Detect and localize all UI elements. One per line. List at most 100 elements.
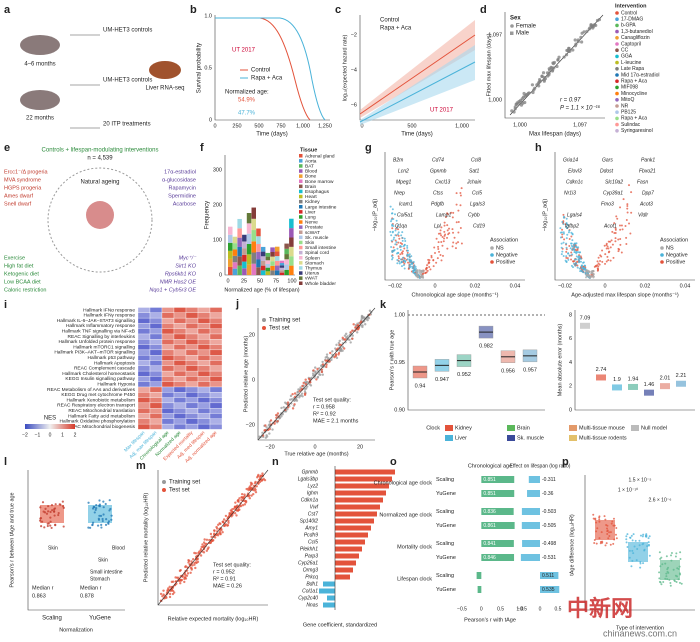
scatter-dot [40,525,43,528]
scatter-dot [659,557,662,560]
legend-dot [615,17,619,22]
coef-bar [323,602,335,608]
label: Test set quality: [213,562,251,568]
label: Rps6kb1 KO [165,271,197,277]
scatter-dot [397,241,400,244]
heat-cell [185,323,199,329]
label: L-leucine [621,60,642,66]
scatter-dot [626,545,629,548]
scatter-dot [572,260,575,263]
scatter-dot [298,396,301,399]
scatter-dot [613,538,616,541]
scatter-dot [407,261,410,264]
heat-cell [137,397,151,404]
scatter-dot [619,228,622,231]
scatter-dot [248,485,252,488]
scatter-dot [105,518,108,521]
scatter-dot [596,267,599,270]
box [40,505,64,523]
label: 1,000 [455,123,469,129]
scatter-dot [337,353,340,356]
scatter-dot [210,535,213,539]
panel-letter: c [335,4,341,16]
scatter-dot [605,260,608,263]
scatter-dot [201,543,204,546]
scatter-dot [293,403,296,406]
scatter-dot [626,204,629,207]
scatter-dot [108,499,111,502]
scatter-dot [109,507,112,511]
hist-segment [289,228,294,238]
label: Blood [112,545,125,551]
label: Sp140l2 [300,518,319,524]
label: 0.04 [680,283,691,289]
label: NES [44,416,56,422]
heat-cell [209,307,223,313]
scatter-dot [457,209,460,212]
scatter-dot [443,237,446,240]
scatter-dot [187,561,190,564]
heat-cell [149,402,163,409]
legend-dot [615,79,619,83]
scatter-dot [632,552,635,555]
scatter-dot [324,356,327,359]
legend-dot [162,480,166,484]
label: Female [516,24,537,30]
scatter-dot [391,256,394,259]
panel-letter: i [4,299,7,311]
heat-cell [137,307,151,313]
scatter-dot [631,559,634,562]
heat-cell [197,312,211,319]
box [88,505,112,523]
scatter-dot [580,40,584,44]
label: Chronological age clock [374,480,433,486]
scatter-dot [428,266,431,269]
label: Sirt1 KO [175,263,197,269]
heat-cell [185,376,199,382]
label: Acot1 [603,223,617,229]
label: Intervention [615,3,647,9]
coef-bar [335,574,350,580]
label: Esophagus [305,189,330,195]
scatter-dot [596,260,599,263]
label: Bdh1 [306,581,318,587]
scatter-dot [341,345,345,349]
scatter-dot [208,538,211,542]
scatter-dot [648,554,651,557]
heat-cell [149,307,163,313]
scatter-dot [531,90,535,95]
scatter-dot [234,501,237,504]
scatter-dot [397,257,400,260]
heat-cell [161,360,175,366]
scatter-dot [335,356,339,360]
scatter-dot [614,232,617,235]
hist-segment [265,267,271,272]
label: vWAT [305,276,318,282]
label: Amy1 [304,525,318,531]
label: Cdkn1c [566,179,583,185]
effect-bar [540,586,560,593]
scatter-dot [614,228,617,231]
scatter-dot [632,533,635,536]
scatter-dot [611,230,614,233]
scatter-dot [597,262,600,265]
scatter-dot [238,497,241,500]
heat-cell [149,339,163,345]
scatter-dot [91,521,95,524]
scatter-dot [519,98,523,102]
scatter-dot [291,392,294,396]
label: Ercc1⁻/Δ progeria [4,169,49,175]
label: Stomach [305,260,324,266]
legend-dot [615,116,619,121]
scatter-dot [440,226,443,229]
scatter-dot [87,501,90,504]
heat-cell [149,370,163,377]
scatter-dot [168,585,171,589]
heat-cell [209,349,223,356]
scatter-dot [349,341,352,344]
label: Hallmark TNF signalling via NF-κB [62,328,135,334]
heat-cell [209,312,223,319]
scatter-dot [186,566,189,569]
scatter-dot [566,257,569,260]
scatter-dot [261,474,264,477]
